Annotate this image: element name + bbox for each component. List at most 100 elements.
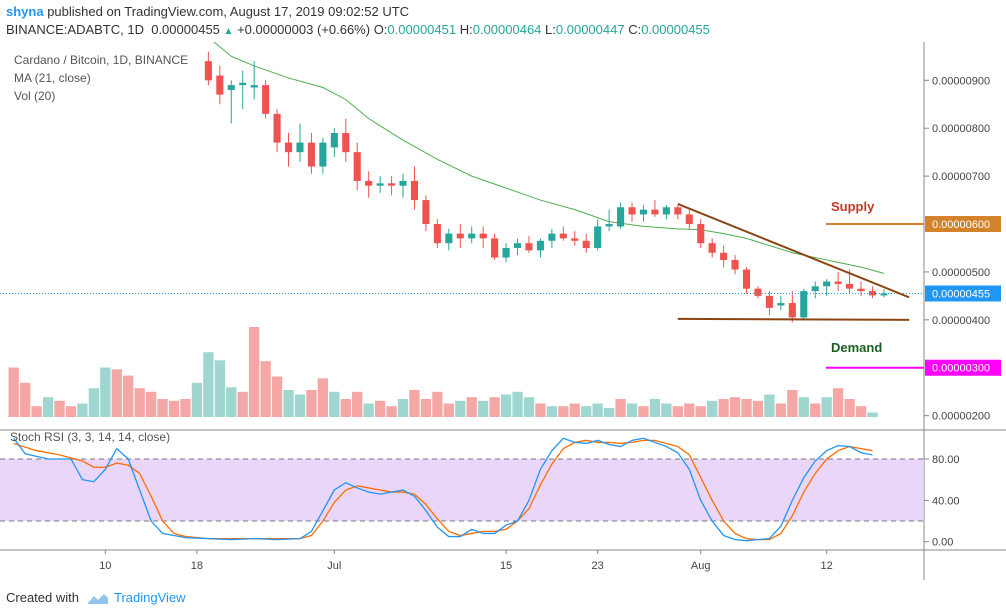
candle-body bbox=[422, 200, 430, 225]
low-label: L: bbox=[545, 22, 556, 37]
candle-body bbox=[525, 243, 533, 251]
candle-body bbox=[204, 61, 212, 81]
candle-body bbox=[227, 85, 235, 90]
candle-body bbox=[777, 303, 785, 306]
ma-legend: MA (21, close) bbox=[14, 71, 91, 85]
volume-bar bbox=[168, 400, 180, 417]
footer: Created with TradingView bbox=[6, 590, 186, 605]
volume-bar bbox=[707, 400, 718, 417]
volume-bar bbox=[855, 406, 867, 417]
trendline-falling-resistance bbox=[677, 202, 910, 299]
chart-title: Cardano / Bitcoin, 1D, BINANCE bbox=[14, 53, 188, 67]
volume-bar bbox=[42, 397, 54, 417]
candle-body bbox=[548, 233, 556, 241]
volume-bar bbox=[329, 391, 340, 417]
tradingview-link[interactable]: TradingView bbox=[114, 590, 186, 605]
candle-body bbox=[571, 238, 579, 241]
candle-body bbox=[868, 291, 877, 296]
candle-body bbox=[273, 113, 281, 143]
price-chart[interactable]: 0.00000900 0.00000800 0.00000700 0.00000500… bbox=[0, 42, 1006, 580]
volume-bar bbox=[661, 403, 672, 417]
time-tick-label: 18 bbox=[191, 560, 203, 572]
stoch-rsi-band bbox=[0, 458, 924, 522]
volume-bar bbox=[649, 399, 661, 417]
volume-bar bbox=[558, 406, 569, 417]
close-label: C: bbox=[628, 22, 642, 37]
rsi-tick-label: 80.00 bbox=[932, 454, 960, 466]
candle-body bbox=[296, 142, 304, 153]
price-tick-label: 0.00000400 bbox=[932, 315, 990, 327]
candle-body bbox=[582, 240, 590, 248]
volume-bar bbox=[191, 382, 203, 417]
candle-body bbox=[605, 224, 613, 227]
candle-body bbox=[662, 207, 670, 215]
volume-bar bbox=[294, 394, 306, 417]
volume-bar bbox=[88, 388, 100, 417]
candle-body bbox=[479, 233, 487, 239]
volume-legend: Vol (20) bbox=[14, 89, 55, 103]
volume-bar bbox=[374, 400, 386, 417]
candle-body bbox=[800, 291, 808, 318]
candle-body bbox=[823, 281, 831, 287]
volume-bar bbox=[821, 397, 832, 417]
open-value: 0.00000451 bbox=[387, 22, 457, 37]
volume-bar bbox=[569, 403, 580, 417]
author-name[interactable]: shyna bbox=[6, 4, 44, 19]
candle-body bbox=[445, 233, 453, 244]
candlesticks bbox=[204, 51, 888, 323]
candle-body bbox=[708, 243, 716, 253]
candle-body bbox=[513, 243, 522, 248]
volume-bar bbox=[271, 376, 283, 417]
candle-body bbox=[365, 180, 373, 186]
volume-bar bbox=[523, 397, 535, 417]
candle-body bbox=[697, 224, 705, 244]
volume-bar bbox=[798, 397, 809, 417]
candle-body bbox=[594, 226, 602, 248]
time-tick-label: 23 bbox=[592, 560, 604, 572]
candle-body bbox=[731, 259, 739, 270]
candle-body bbox=[330, 133, 338, 148]
axes: 0.00000900 0.00000800 0.00000700 0.00000500… bbox=[99, 75, 1001, 572]
volume-bar bbox=[317, 378, 329, 417]
open-label: O: bbox=[373, 22, 388, 37]
volume-bar bbox=[409, 390, 420, 417]
volume-bar bbox=[237, 391, 248, 417]
last-price-text: 0.00000455 bbox=[932, 288, 990, 300]
volume-bar bbox=[340, 399, 351, 417]
candle-body bbox=[502, 247, 510, 258]
volume-bar bbox=[672, 406, 683, 417]
candle-body bbox=[353, 152, 361, 181]
volume-bar bbox=[489, 397, 500, 417]
stoch-rsi-d-line bbox=[13, 439, 873, 541]
price-tick-label: 0.00000900 bbox=[932, 75, 990, 87]
demand-label: Demand bbox=[831, 340, 882, 355]
candle-body bbox=[388, 183, 396, 186]
volume-bar bbox=[134, 388, 145, 417]
moving-average bbox=[213, 42, 885, 274]
volume-bar bbox=[615, 399, 626, 417]
volume-bar bbox=[684, 403, 695, 417]
candle-body bbox=[628, 207, 636, 215]
candle-body bbox=[399, 180, 407, 186]
candle-body bbox=[468, 233, 476, 239]
last-price-text: 0.00000455 bbox=[151, 22, 220, 37]
symbol-name: BINANCE:ADABTC, 1D bbox=[6, 22, 144, 37]
volume-bar bbox=[535, 403, 546, 417]
volume-bar bbox=[764, 394, 775, 417]
candle-body bbox=[456, 233, 464, 239]
volume-bar bbox=[432, 391, 443, 417]
volume-bar bbox=[718, 399, 729, 417]
created-with-text: Created with bbox=[6, 590, 79, 605]
candle-body bbox=[674, 207, 682, 215]
candle-body bbox=[410, 180, 419, 201]
volume-bar bbox=[741, 399, 752, 417]
time-tick-label: Aug bbox=[691, 560, 711, 572]
candle-body bbox=[857, 288, 865, 292]
volume-bar bbox=[810, 403, 821, 417]
price-tick-label: 0.00000800 bbox=[932, 123, 990, 135]
candle-body bbox=[685, 214, 693, 225]
high-label: H: bbox=[459, 22, 473, 37]
volume-bar bbox=[466, 397, 477, 417]
candle-body bbox=[433, 224, 441, 244]
annotations bbox=[0, 202, 924, 369]
